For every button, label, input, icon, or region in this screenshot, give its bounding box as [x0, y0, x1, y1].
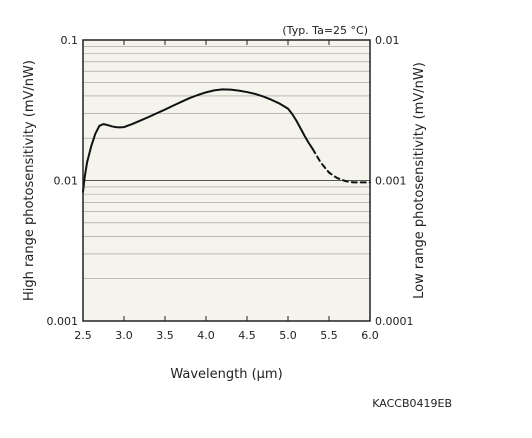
grid: [83, 46, 370, 280]
x-axis-label: Wavelength (µm): [170, 367, 282, 382]
x-tick-label: 3.5: [156, 329, 174, 342]
series-layer: [82, 88, 371, 193]
x-tick-label: 3.0: [115, 329, 133, 342]
y-tick-label-right: 0.001: [375, 175, 407, 188]
x-tick-label: 5.0: [279, 329, 297, 342]
y-axis-label-right: Low range photosensitivity (mV/nW): [412, 62, 427, 299]
y-tick-label-right: 0.0001: [375, 315, 414, 328]
y-tick-label-left: 0.1: [61, 34, 79, 47]
y-tick-label-right: 0.01: [375, 34, 400, 47]
tick-labels: 2.5 3.0 3.5 4.0 4.5 5.0 5.5 6.0 0.001 0.01 0.1 0.00…: [47, 34, 414, 342]
plot-frame: [82, 39, 371, 322]
x-tick-label: 4.5: [238, 329, 256, 342]
condition-note: (Typ. Ta=25 °C): [282, 24, 368, 37]
x-tick-label: 5.5: [320, 329, 338, 342]
x-tick-label: 2.5: [74, 329, 92, 342]
x-tick-label: 4.0: [197, 329, 215, 342]
figure-code: KACCB0419EB: [372, 397, 452, 410]
y-tick-label-left: 0.001: [47, 315, 79, 328]
y-axis-label-left: High range photosensitivity (mV/nW): [22, 60, 37, 301]
dashed-series-line: [311, 147, 371, 184]
solid-series-line: [82, 88, 314, 193]
x-tick-label: 6.0: [361, 329, 379, 342]
y-tick-label-left: 0.01: [54, 175, 79, 188]
tick-marks: [82, 40, 371, 321]
